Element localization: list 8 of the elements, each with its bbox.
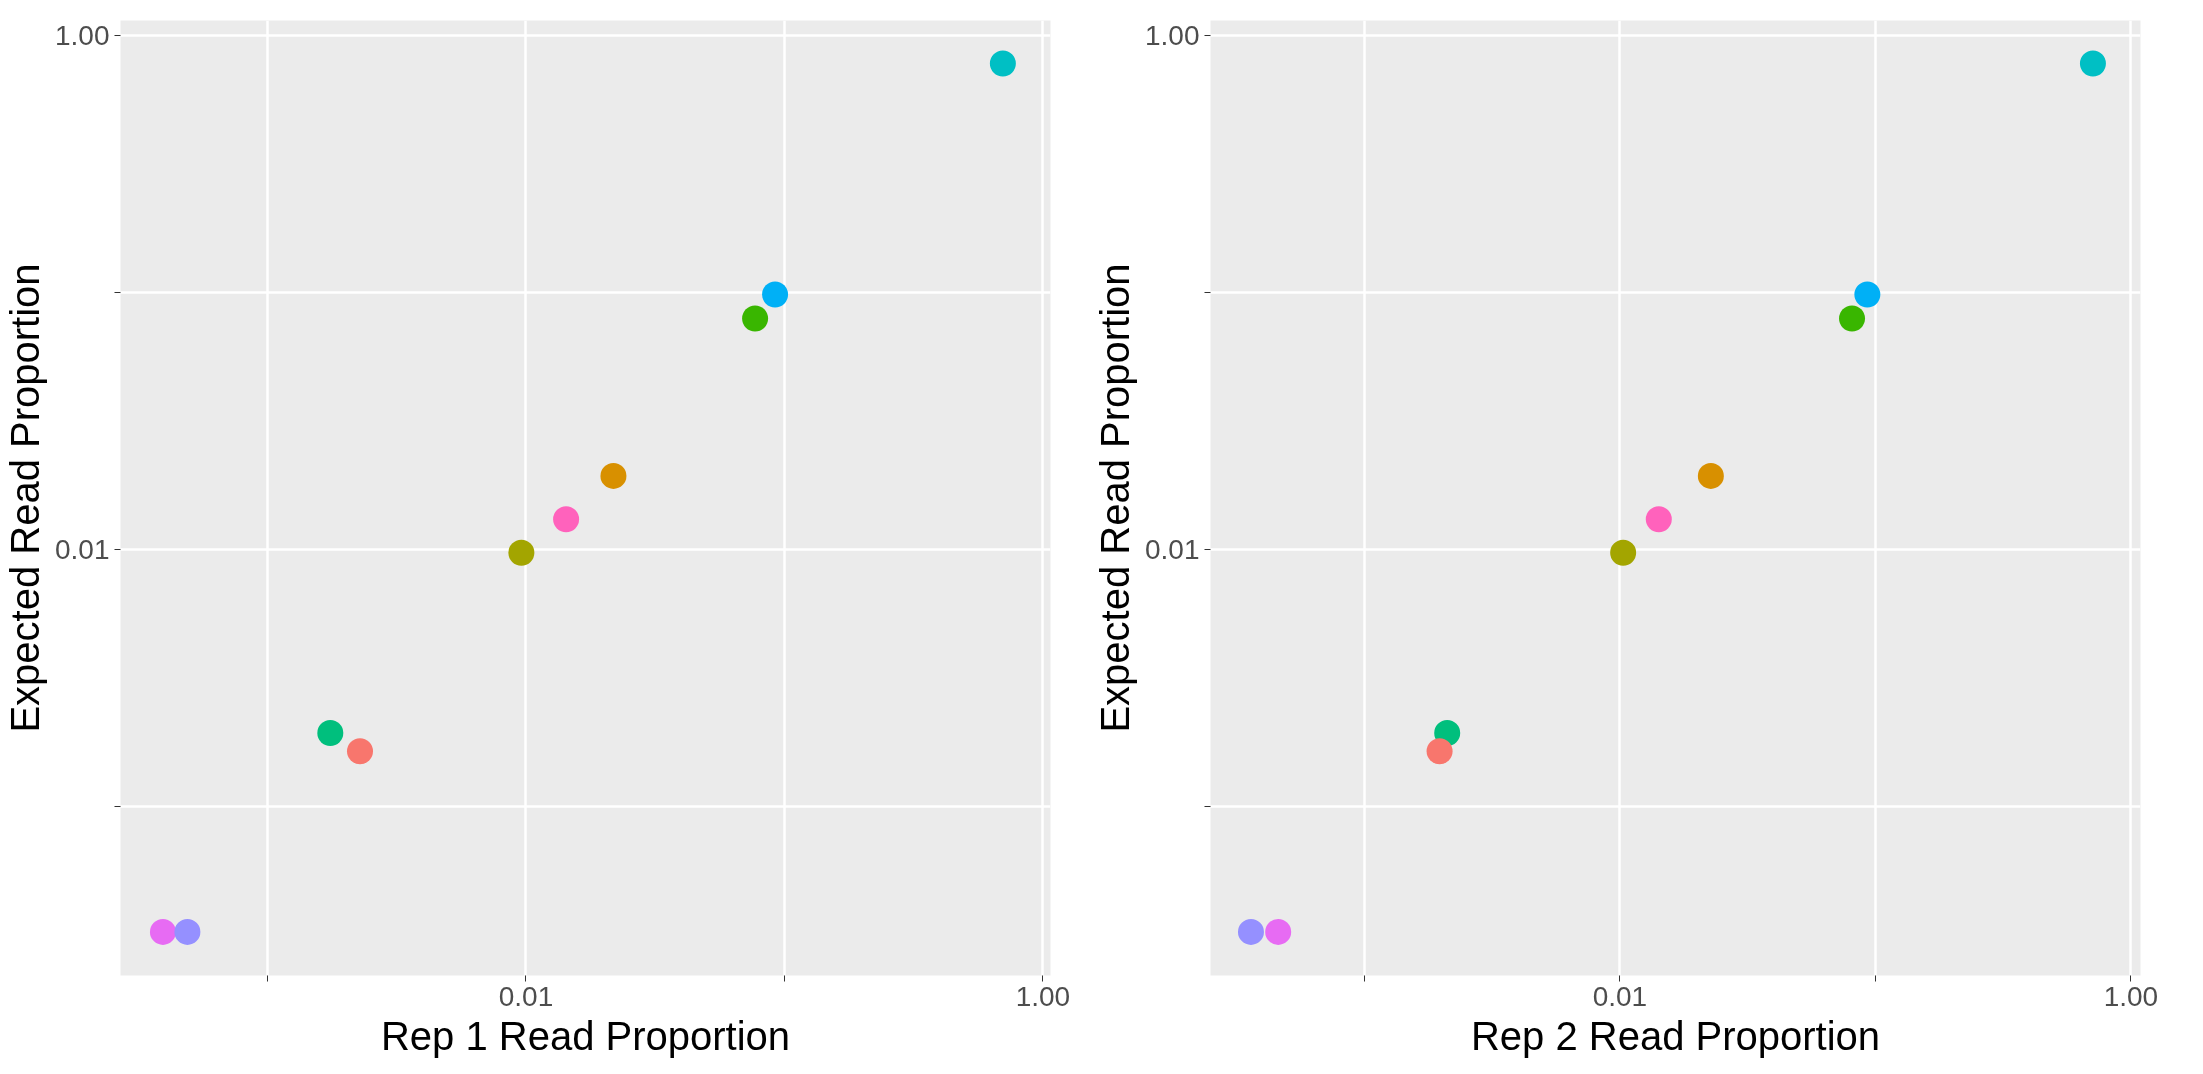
- x-tick-label: 1.00: [2103, 980, 2159, 1012]
- x-tick-label: 1.00: [1015, 980, 1071, 1012]
- x-axis-title: Rep 1 Read Proportion: [380, 1013, 791, 1058]
- x-axis-title: Rep 2 Read Proportion: [1470, 1013, 1881, 1058]
- x-tick-label: 0.01: [498, 980, 554, 1012]
- x-tick-label: 0.01: [1592, 980, 1648, 1012]
- y-axis-title: Expected Read Proportion: [1093, 263, 1137, 733]
- y-axis-title: Expected Read Proportion: [3, 263, 47, 733]
